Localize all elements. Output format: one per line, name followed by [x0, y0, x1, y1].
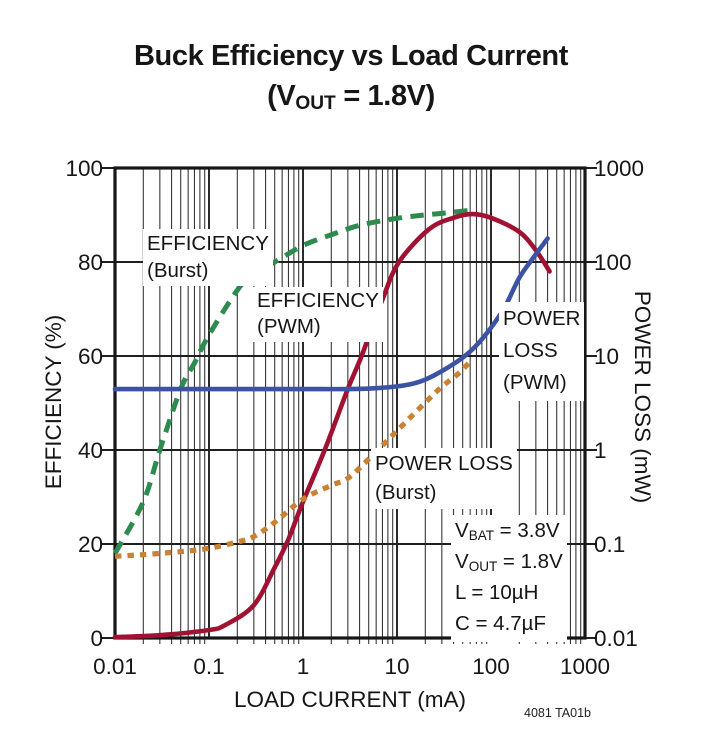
condition-line: VOUT = 1.8V: [455, 547, 563, 578]
curve-efficiency-pwm: [112, 211, 552, 640]
x-tick: 0.1: [193, 654, 224, 679]
cond-pre: V: [455, 550, 469, 573]
curve-power-loss-burst: [114, 361, 471, 559]
y-left-tick: 80: [78, 250, 103, 275]
y-right-tick: 0.1: [594, 532, 625, 557]
y-right-axis-title: POWER LOSS (mW): [630, 290, 655, 504]
label-line: (Burst): [147, 259, 209, 282]
cond-pre: L = 10µH: [455, 581, 539, 604]
condition-line: C = 4.7µF: [455, 609, 563, 640]
label-line: (Burst): [375, 481, 437, 504]
condition-line: VBAT = 3.8V: [455, 516, 563, 547]
y-left-tick: 20: [78, 532, 103, 557]
curves: [112, 207, 552, 640]
label-power-loss-pwm: POWER LOSS (PWM): [499, 302, 585, 401]
label-power-loss-burst: POWER LOSS (Burst): [371, 448, 517, 509]
y-left-tick: 40: [78, 438, 103, 463]
cond-sub: BAT: [468, 527, 494, 543]
label-line: POWER: [503, 307, 581, 330]
cond-post: = 1.8V: [497, 550, 563, 573]
cond-post: = 3.8V: [493, 519, 560, 542]
y-right-tick: 0.01: [594, 626, 638, 651]
x-tick: 0.01: [93, 654, 137, 679]
curve-efficiency-burst: [112, 207, 471, 555]
chart-title-line2: (VOUT = 1.8V): [0, 80, 702, 115]
figure-reference-number: 4081 TA01b: [524, 706, 591, 720]
label-efficiency-pwm: EFFICIENCY (PWM): [253, 287, 383, 342]
plot-border: [113, 166, 587, 640]
cond-sub: OUT: [468, 558, 498, 574]
test-conditions: VBAT = 3.8V VOUT = 1.8V L = 10µH C = 4.7…: [451, 515, 567, 642]
label-line: EFFICIENCY: [257, 289, 379, 312]
cond-pre: V: [455, 519, 469, 542]
y-left-tick: 0: [90, 626, 103, 651]
y-right-tick: 1: [594, 438, 607, 463]
cond-pre: C = 4.7µF: [455, 612, 546, 635]
x-tick: 10: [384, 654, 409, 679]
x-axis-title: LOAD CURRENT (mA): [233, 687, 467, 712]
title-subscript: OUT: [295, 93, 336, 115]
chart-title-line1: Buck Efficiency vs Load Current: [134, 40, 568, 72]
label-line: POWER LOSS: [375, 452, 513, 475]
y-right-tick: 100: [594, 250, 632, 275]
x-tick: 100: [472, 654, 510, 679]
label-line: LOSS: [503, 339, 558, 362]
title-post: = 1.8V): [335, 80, 435, 112]
x-tick: 1: [297, 654, 310, 679]
label-line: EFFICIENCY: [147, 232, 269, 255]
curve-power-loss-pwm: [112, 236, 550, 392]
label-line: (PWM): [503, 371, 567, 394]
y-right-tick: 10: [594, 344, 619, 369]
label-efficiency-burst: EFFICIENCY (Burst): [143, 229, 273, 286]
y-left-axis-title: EFFICIENCY (%): [41, 314, 66, 490]
condition-line: L = 10µH: [455, 578, 563, 609]
y-left-tick: 100: [65, 156, 103, 181]
x-tick: 1000: [560, 654, 610, 679]
y-left-tick: 60: [78, 344, 103, 369]
tick-labels: 100 80 60 40 20 0 1000 100 10 1 0.1 0.01 0.01 0.1 1 10 1…: [65, 156, 644, 679]
label-line: (PWM): [257, 315, 321, 338]
y-right-tick: 1000: [594, 156, 644, 181]
title-pre: (V: [267, 80, 296, 112]
